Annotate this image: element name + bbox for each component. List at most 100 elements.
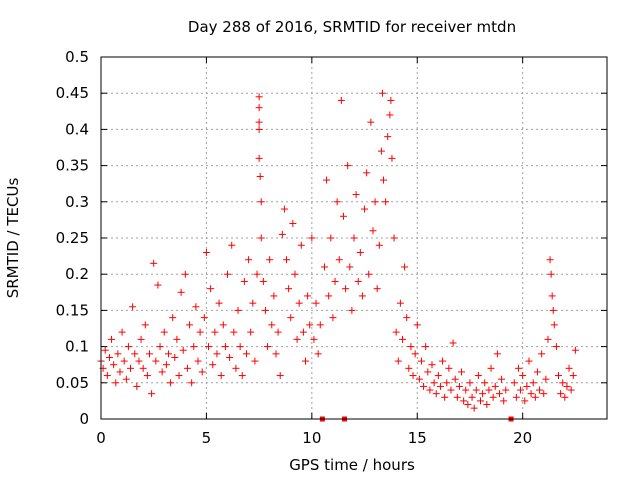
data-point xyxy=(162,361,170,369)
data-point xyxy=(240,277,248,285)
data-point xyxy=(183,364,191,372)
data-point xyxy=(323,176,331,184)
data-point xyxy=(477,397,484,405)
data-point xyxy=(466,379,474,387)
data-point xyxy=(175,372,183,380)
data-point xyxy=(517,386,525,394)
data-point xyxy=(169,314,177,322)
data-point xyxy=(127,364,135,372)
data-point xyxy=(411,350,419,358)
data-point xyxy=(460,397,468,405)
data-point xyxy=(434,372,442,380)
y-tick-label: 0.2 xyxy=(65,265,89,283)
data-point xyxy=(361,205,369,213)
y-tick-label: 0.15 xyxy=(56,301,89,319)
data-point xyxy=(367,118,375,126)
data-point xyxy=(327,234,335,242)
data-point xyxy=(226,353,234,361)
data-point xyxy=(344,162,352,170)
x-tick-label: 15 xyxy=(408,429,427,447)
axis-ticks xyxy=(100,56,607,420)
data-point xyxy=(487,364,495,372)
data-point xyxy=(533,368,541,376)
data-point xyxy=(112,379,120,387)
data-point xyxy=(502,386,510,394)
data-point xyxy=(455,382,463,390)
data-point xyxy=(329,314,337,322)
data-point xyxy=(198,368,206,376)
data-point xyxy=(449,339,457,347)
data-point xyxy=(272,350,280,358)
data-point xyxy=(373,285,381,293)
data-point xyxy=(190,343,198,351)
data-point xyxy=(192,303,200,311)
data-point xyxy=(181,270,189,278)
data-point xyxy=(261,306,269,314)
chart-title: Day 288 of 2016, SRMTID for receiver mtd… xyxy=(188,18,516,36)
data-point xyxy=(228,241,236,249)
data-point xyxy=(145,350,153,358)
data-point xyxy=(485,386,493,394)
data-point xyxy=(186,321,194,329)
data-point xyxy=(219,321,227,329)
data-point xyxy=(555,372,563,380)
data-point xyxy=(392,328,400,336)
data-point xyxy=(407,343,415,351)
data-point xyxy=(177,288,185,296)
data-point xyxy=(538,350,546,358)
data-point xyxy=(325,292,333,300)
data-point xyxy=(139,364,147,372)
data-point xyxy=(371,198,379,206)
data-point xyxy=(565,364,573,372)
data-point xyxy=(217,372,225,380)
data-point xyxy=(378,89,386,97)
data-point xyxy=(464,401,472,409)
y-tick-label: 0.4 xyxy=(65,120,89,138)
data-point xyxy=(549,306,557,314)
data-point xyxy=(415,375,423,383)
data-point xyxy=(124,343,132,351)
y-tick-label: 0.05 xyxy=(56,374,89,392)
data-point xyxy=(167,379,175,387)
data-point xyxy=(563,382,571,390)
data-point xyxy=(337,96,345,104)
data-point xyxy=(213,350,221,358)
data-point xyxy=(420,382,428,390)
data-point xyxy=(116,368,124,376)
data-point xyxy=(527,390,535,398)
data-point xyxy=(253,270,261,278)
data-point xyxy=(365,270,373,278)
data-point xyxy=(251,357,259,365)
data-point xyxy=(242,350,250,358)
data-point xyxy=(495,390,503,398)
data-point xyxy=(413,321,421,329)
data-point xyxy=(540,390,548,398)
data-point xyxy=(342,285,350,293)
data-point xyxy=(333,198,341,206)
data-point xyxy=(557,390,565,398)
data-point xyxy=(304,292,312,300)
data-point xyxy=(207,285,215,293)
data-point xyxy=(377,147,385,155)
data-point xyxy=(215,299,223,307)
data-point xyxy=(280,205,288,213)
data-point xyxy=(249,299,257,307)
data-point xyxy=(103,372,111,380)
data-point xyxy=(314,350,322,358)
data-point xyxy=(264,343,272,351)
data-point xyxy=(401,263,409,271)
data-point xyxy=(274,328,282,336)
data-point xyxy=(164,350,172,358)
data-point xyxy=(470,404,478,412)
data-point xyxy=(542,375,550,383)
data-point xyxy=(256,172,264,180)
data-point xyxy=(295,299,303,307)
data-point xyxy=(512,393,520,401)
data-point xyxy=(276,372,284,380)
data-point xyxy=(152,357,160,365)
y-tick-label: 0.45 xyxy=(56,84,89,102)
data-point xyxy=(278,230,286,238)
data-point xyxy=(571,346,579,354)
data-point xyxy=(462,386,470,394)
